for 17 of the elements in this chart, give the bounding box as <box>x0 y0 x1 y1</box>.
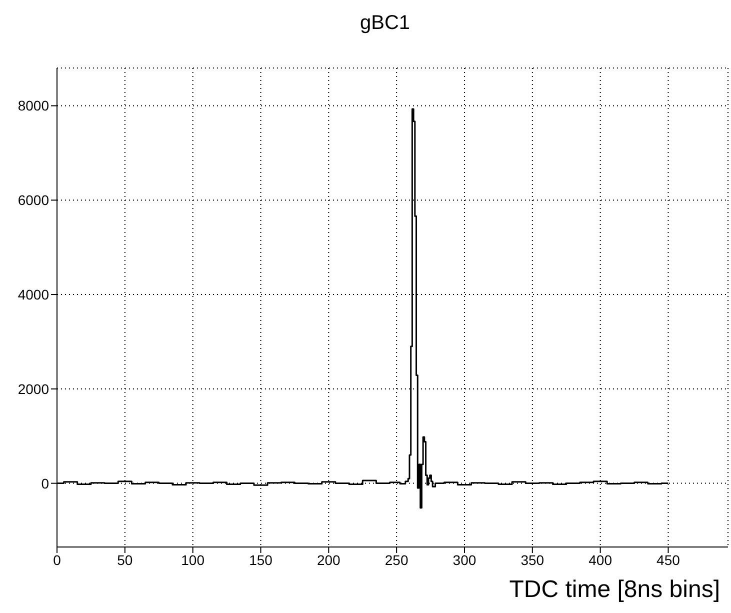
x-tick-label: 50 <box>117 552 133 568</box>
y-tick-label: 4000 <box>18 286 50 302</box>
y-tick-label: 0 <box>41 475 50 492</box>
x-tick-label: 350 <box>520 552 544 568</box>
y-tick-label: 2000 <box>18 380 50 397</box>
x-tick-label: 300 <box>452 552 476 568</box>
x-tick-label: 450 <box>656 552 680 568</box>
x-tick-label: 250 <box>384 552 408 568</box>
x-tick-label: 100 <box>181 552 205 568</box>
x-tick-label: 0 <box>53 552 62 568</box>
x-tick-label: 150 <box>249 552 273 568</box>
x-tick-label: 400 <box>588 552 612 568</box>
chart-title: gBC1 <box>358 12 412 35</box>
x-tick-label: 200 <box>316 552 341 568</box>
x-axis-title: TDC time [8ns bins] <box>509 576 720 603</box>
y-tick-label: 8000 <box>18 98 50 114</box>
y-tick-label: 6000 <box>18 192 50 208</box>
